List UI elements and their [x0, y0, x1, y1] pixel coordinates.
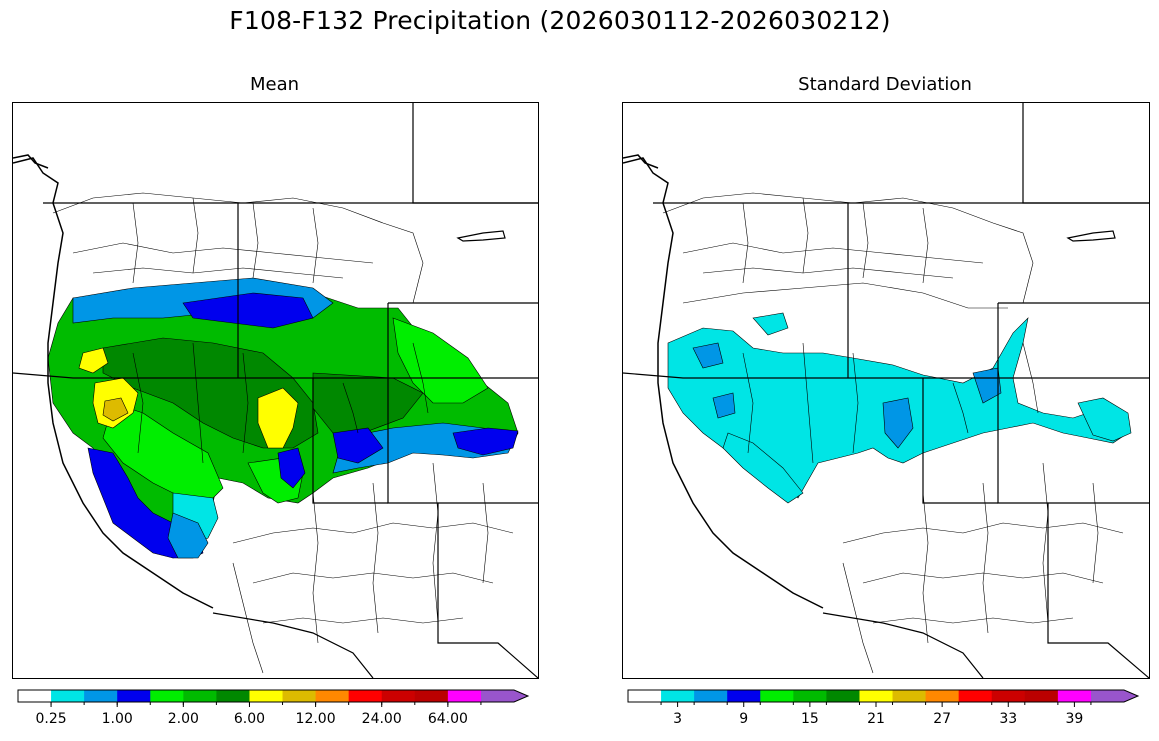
- mean-map: [12, 102, 539, 679]
- mean-colorbar-segment: [414, 690, 449, 702]
- mean-colorbar-tick-label: 12.00: [296, 711, 336, 727]
- mean-colorbar-segment: [150, 690, 184, 702]
- mean-coastline: [13, 157, 214, 609]
- sd-colorbar-svg: 3 9 15 21 27 33 39: [627, 689, 1140, 727]
- sd-colorbar-tick-label: 15: [801, 711, 819, 727]
- sd-map: [622, 102, 1150, 679]
- sd-colorbar-outline: [627, 689, 1140, 703]
- sd-precip-fill: [667, 312, 1132, 504]
- mean-state-borders: [13, 103, 538, 678]
- sd-colorbar-tick-label: 3: [673, 711, 682, 727]
- sd-colorbar-segment: [1024, 690, 1059, 702]
- mean-colorbar-segment: [216, 690, 250, 702]
- mean-colorbar-segment: [315, 690, 350, 702]
- mean-colorbar-segment: [117, 690, 151, 702]
- sd-colorbar-segment: [859, 690, 894, 702]
- sd-colorbar-segment: [793, 690, 827, 702]
- sd-colorbar-tick-label: 9: [739, 711, 748, 727]
- mean-precip-fill: [47, 277, 519, 559]
- mean-colorbar-tick-label: 1.00: [102, 711, 133, 727]
- figure-title: F108-F132 Precipitation (2026030112-2026…: [229, 6, 891, 35]
- mean-colorbar-tick-label: 64.00: [428, 711, 468, 727]
- mean-colorbar-segment: [381, 690, 416, 702]
- mean-colorbar: 0.25 1.00 2.00 6.00 12.00 24.00 64.00: [17, 688, 530, 738]
- mean-basin-outlines: [52, 192, 514, 674]
- sd-state-borders: [623, 103, 1149, 678]
- sd-colorbar-segment: [628, 690, 662, 702]
- mean-colorbar-segment: [51, 690, 85, 702]
- mean-colorbar-segment: [18, 690, 52, 702]
- mean-colorbar-segment: [249, 690, 284, 702]
- mean-colorbar-segment: [183, 690, 217, 702]
- mean-colorbar-svg: 0.25 1.00 2.00 6.00 12.00 24.00 64.00: [17, 689, 530, 727]
- sd-coastline: [623, 157, 824, 609]
- sd-map-canvas: [623, 103, 1149, 678]
- mean-colorbar-tick-label: 6.00: [234, 711, 265, 727]
- mean-colorbar-segment: [282, 690, 317, 702]
- sd-colorbar: 3 9 15 21 27 33 39: [627, 688, 1140, 738]
- mean-colorbar-tick-label: 24.00: [362, 711, 402, 727]
- sd-colorbar-tick-label: 21: [867, 711, 885, 727]
- sd-colorbar-segment: [826, 690, 860, 702]
- mean-colorbar-tick-label: 2.00: [168, 711, 199, 727]
- sd-colorbar-segment: [661, 690, 695, 702]
- sd-colorbar-segment: [1057, 690, 1092, 702]
- sd-colorbar-segment: [892, 690, 927, 702]
- sd-colorbar-segment: [925, 690, 960, 702]
- sd-colorbar-segment: [760, 690, 794, 702]
- sd-colorbar-tick-label: 33: [999, 711, 1017, 727]
- sd-colorbar-tick-label: 39: [1065, 711, 1083, 727]
- mean-panel-title: Mean: [249, 74, 300, 95]
- sd-colorbar-segment: [1090, 690, 1138, 702]
- sd-colorbar-segment: [727, 690, 761, 702]
- sd-colorbar-segment: [694, 690, 728, 702]
- sd-colorbar-segment: [991, 690, 1026, 702]
- mean-colorbar-outline: [17, 689, 530, 703]
- sd-colorbar-segment: [958, 690, 993, 702]
- sd-colorbar-tick-label: 27: [933, 711, 951, 727]
- mean-colorbar-segment: [480, 690, 528, 702]
- sd-basin-outlines: [662, 192, 1124, 674]
- mean-colorbar-segment: [447, 690, 482, 702]
- mean-colorbar-segment: [84, 690, 118, 702]
- mean-map-canvas: [13, 103, 538, 678]
- sd-panel-title: Standard Deviation: [798, 74, 972, 95]
- mean-colorbar-tick-label: 0.25: [35, 711, 66, 727]
- mean-colorbar-segment: [348, 690, 383, 702]
